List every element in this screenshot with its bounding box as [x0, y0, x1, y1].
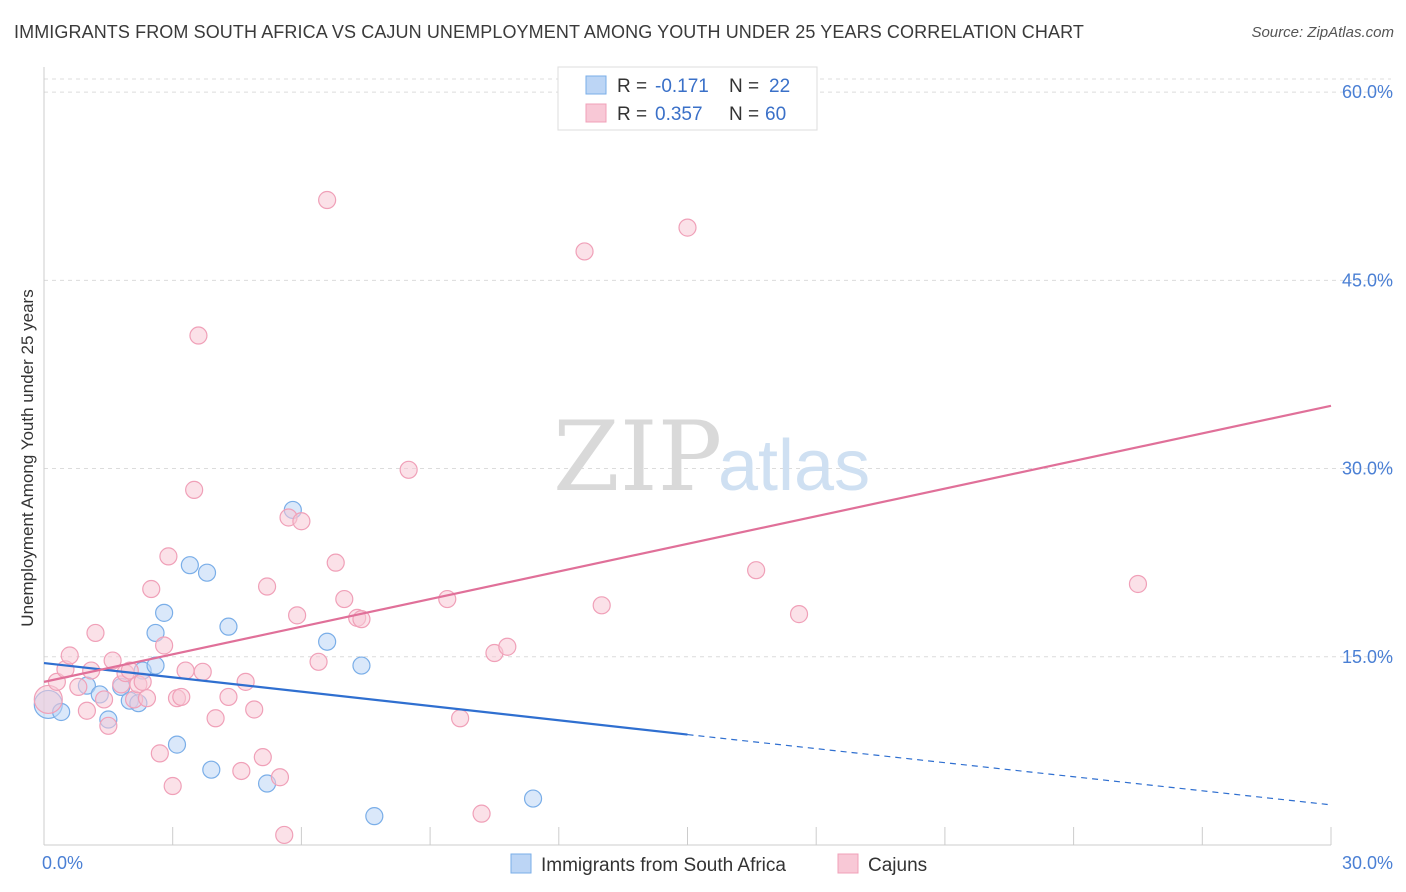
trend-line-cajuns	[43, 404, 1332, 683]
point-cajuns	[575, 242, 594, 261]
trend-line-immigrants	[43, 661, 688, 736]
point-cajuns	[326, 553, 345, 572]
bottom-legend-swatch-cajuns	[837, 853, 859, 874]
bottom-legend-swatch-immigrants	[510, 853, 532, 874]
legend-r-label-cajuns: R =	[617, 104, 647, 125]
point-cajuns	[155, 636, 174, 655]
point-immigrants	[167, 735, 187, 754]
point-cajuns	[133, 672, 152, 691]
y-tick-label: 30.0%	[1342, 459, 1393, 479]
legend-swatch-immigrants	[585, 75, 607, 95]
point-cajuns	[747, 561, 766, 580]
point-immigrants	[352, 656, 371, 675]
point-cajuns	[185, 480, 204, 499]
point-cajuns	[678, 218, 697, 237]
x-tick-labels: 0.0% 30.0%	[42, 853, 1393, 873]
point-cajuns	[189, 326, 208, 345]
point-cajuns	[77, 701, 97, 720]
y-tick-label: 15.0%	[1342, 647, 1393, 667]
point-cajuns	[1128, 574, 1148, 594]
legend-swatch-cajuns	[585, 103, 607, 123]
point-cajuns	[219, 687, 238, 707]
gridlines	[44, 78, 1391, 658]
point-cajuns	[318, 190, 337, 210]
watermark: ZIP atlas	[553, 401, 870, 513]
point-cajuns	[150, 744, 169, 763]
legend-n-value-cajuns: 60	[765, 104, 786, 125]
point-cajuns	[288, 606, 307, 625]
point-cajuns	[69, 677, 88, 696]
point-cajuns	[592, 596, 611, 615]
point-cajuns	[275, 825, 294, 845]
point-cajuns	[335, 589, 354, 609]
watermark-atlas: atlas	[718, 426, 870, 506]
point-cajuns	[257, 577, 277, 596]
point-cajuns	[99, 716, 118, 735]
bottom-legend-label-cajuns: Cajuns	[868, 855, 927, 876]
point-cajuns	[206, 709, 225, 728]
watermark-zip: ZIP	[553, 401, 722, 513]
point-cajuns	[193, 662, 212, 681]
point-cajuns	[103, 651, 122, 670]
bottom-legend-label-immigrants: Immigrants from South Africa	[541, 855, 786, 876]
point-immigrants	[219, 617, 238, 636]
legend-r-value-cajuns: 0.357	[655, 104, 703, 125]
x-tick-label: 0.0%	[42, 853, 83, 873]
point-cajuns	[163, 776, 182, 796]
point-immigrants	[202, 760, 221, 779]
point-cajuns	[159, 547, 178, 566]
point-immigrants	[523, 789, 543, 808]
chart-title: IMMIGRANTS FROM SOUTH AFRICA VS CAJUN UN…	[14, 22, 1084, 42]
legend-n-label-cajuns: N =	[729, 104, 759, 125]
point-immigrants	[146, 623, 165, 643]
point-cajuns	[86, 623, 105, 643]
point-cajuns	[245, 700, 264, 719]
y-tick-label: 60.0%	[1342, 82, 1393, 102]
point-cajuns	[33, 684, 63, 715]
legend-n-value-immigrants: 22	[769, 76, 790, 97]
point-immigrants	[365, 807, 384, 826]
legend-r-value-immigrants: -0.171	[655, 76, 709, 97]
point-immigrants	[180, 556, 199, 575]
point-cajuns	[253, 748, 272, 767]
point-cajuns	[270, 768, 290, 787]
point-immigrants	[197, 563, 217, 582]
point-cajuns	[60, 646, 79, 665]
point-cajuns	[309, 652, 328, 671]
point-cajuns	[142, 579, 161, 599]
point-cajuns	[172, 687, 191, 707]
trend-lines	[43, 404, 1332, 806]
point-cajuns	[292, 512, 311, 531]
y-tick-label: 45.0%	[1342, 270, 1393, 290]
x-tick-label: 30.0%	[1342, 853, 1393, 873]
point-cajuns	[176, 661, 195, 680]
bottom-legend: Immigrants from South Africa Cajuns	[510, 853, 927, 876]
point-cajuns	[498, 637, 517, 656]
source-label: Source: ZipAtlas.com	[1251, 24, 1394, 41]
point-cajuns	[399, 460, 418, 479]
legend-r-label-immigrants: R =	[617, 76, 647, 97]
data-points	[33, 190, 1148, 845]
point-cajuns	[137, 689, 157, 708]
trend-line-immigrants-extrapolated	[687, 733, 1332, 806]
point-cajuns	[451, 709, 470, 728]
point-cajuns	[94, 690, 114, 709]
point-cajuns	[236, 672, 255, 691]
point-immigrants	[155, 603, 174, 622]
legend-n-label-immigrants: N =	[729, 76, 759, 97]
point-cajuns	[789, 605, 809, 624]
y-tick-labels: 15.0% 30.0% 45.0% 60.0%	[1342, 82, 1393, 667]
point-cajuns	[232, 761, 251, 781]
stats-legend: R = -0.171 N = 22 R = 0.357 N = 60	[557, 66, 818, 131]
point-immigrants	[318, 632, 337, 651]
point-cajuns	[472, 804, 491, 823]
